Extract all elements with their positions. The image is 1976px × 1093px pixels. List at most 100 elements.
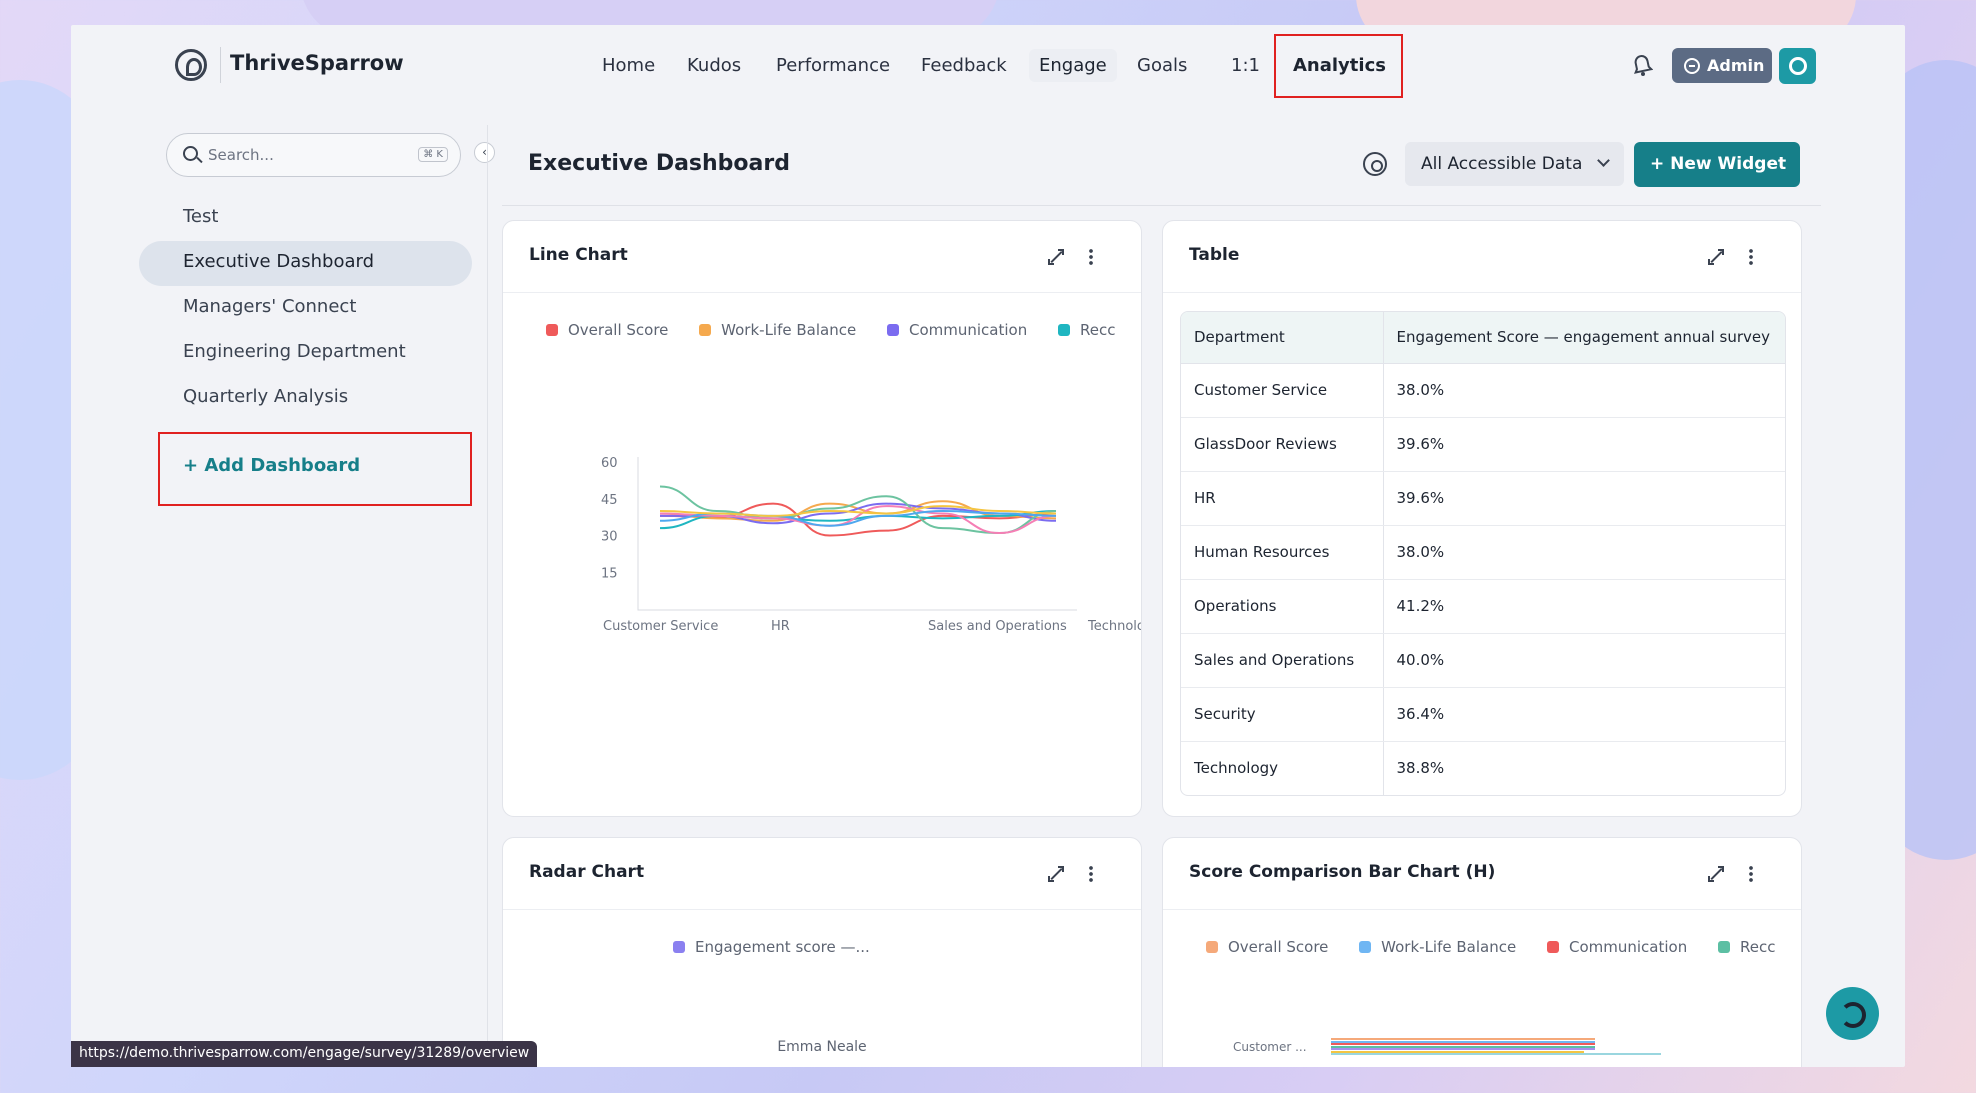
legend-label: Work-Life Balance [1381,938,1517,956]
data-scope-value: All Accessible Data [1421,154,1583,174]
series-line[interactable] [659,485,1057,535]
table-cell: 36.4% [1383,687,1785,742]
legend-item[interactable]: Communication [1546,938,1687,956]
line-chart-card: Line Chart Overall Score Work-Life Balan… [502,220,1142,817]
line-chart-plot: 60 45 30 15 Customer Service HR Sales and Oper… [601,456,1141,634]
expand-icon[interactable] [1048,249,1064,265]
series-line[interactable] [659,500,1057,522]
collapse-sidebar-button[interactable]: ‹ [474,142,495,163]
logo-divider [220,47,221,83]
bar-mark[interactable] [1331,1038,1595,1040]
table-cell: 39.6% [1383,417,1785,472]
new-widget-button[interactable]: + New Widget [1634,142,1800,187]
legend-item[interactable]: Overall Score [1206,938,1328,956]
user-avatar[interactable] [1779,48,1816,84]
x-tick-label: Sales and Operations [928,619,1067,634]
table-cell: 39.6% [1383,471,1785,526]
table-cell: 40.0% [1383,633,1785,688]
table-row: Sales and Operations 40.0% [1181,633,1785,688]
table-row: GlassDoor Reviews 39.6% [1181,417,1785,472]
sidebar-item-executive-dashboard[interactable]: Executive Dashboard [183,251,375,272]
more-options-icon[interactable] [1749,248,1753,266]
search-input[interactable]: Search... ⌘ K [166,133,461,177]
line-chart-legend: Overall Score Work-Life Balance Communic… [546,321,1141,340]
page-title: Executive Dashboard [528,151,790,176]
table-card: Table Department Engagement Score — enga… [1162,220,1802,817]
legend-swatch [1359,941,1372,953]
column-header[interactable]: Department [1181,312,1384,364]
top-nav: ThriveSparrow Home Kudos Performance Fee… [71,25,1905,105]
expand-icon[interactable] [1048,866,1064,882]
admin-button[interactable]: Admin [1672,48,1772,83]
header-divider [502,205,1821,206]
card-header-divider [1163,292,1801,293]
legend-item[interactable]: Engagement score —... [673,938,870,956]
y-tick-label: 30 [601,530,618,545]
bar-mark[interactable] [1331,1045,1595,1048]
sidebar-active-highlight [139,241,472,286]
more-options-icon[interactable] [1749,865,1753,883]
bar-mark[interactable] [1331,1043,1595,1045]
sidebar-item-engineering-department[interactable]: Engineering Department [183,341,406,362]
legend-item[interactable]: Recc [1058,321,1115,339]
nav-one-on-one[interactable]: 1:1 [1231,55,1260,76]
legend-item[interactable]: Recc [1718,938,1775,956]
search-icon [183,146,198,161]
notification-bell-icon[interactable] [1631,51,1653,77]
bar-mark[interactable] [1331,1053,1661,1055]
radar-legend: Engagement score —... [673,938,896,957]
more-options-icon[interactable] [1089,248,1093,266]
nav-performance[interactable]: Performance [776,55,891,76]
nav-analytics[interactable]: Analytics [1293,55,1386,76]
y-tick-label: 15 [601,566,618,581]
nav-engage[interactable]: Engage [1029,49,1117,82]
table-cell: 41.2% [1383,579,1785,634]
column-header[interactable]: Engagement Score — engagement annual sur… [1383,312,1785,364]
legend-item[interactable]: Overall Score [546,321,668,339]
table-cell: 38.0% [1383,525,1785,580]
nav-goals[interactable]: Goals [1137,55,1188,76]
table-row: Human Resources 38.0% [1181,525,1785,580]
sidebar-divider [487,125,488,1067]
bar-category-label: Customer ... [1233,1040,1307,1054]
data-scope-select[interactable]: All Accessible Data [1405,142,1624,186]
sidebar-item-managers-connect[interactable]: Managers' Connect [183,296,357,317]
legend-item[interactable]: Communication [886,321,1027,339]
thrivesparrow-logo-icon[interactable] [175,49,207,81]
bar-chart-legend: Overall Score Work-Life Balance Communic… [1206,938,1801,957]
table-cell: Security [1181,687,1384,742]
bar-mark[interactable] [1331,1050,1584,1053]
legend-item[interactable]: Work-Life Balance [699,321,856,339]
table-row: Customer Service 38.0% [1181,363,1785,418]
nav-home[interactable]: Home [602,55,656,76]
radar-chart-card: Radar Chart Engagement score —... Emma N… [502,837,1142,1067]
sidebar-item-test[interactable]: Test [183,206,219,227]
nav-feedback[interactable]: Feedback [921,55,1007,76]
search-shortcut-badge: ⌘ K [418,147,448,162]
legend-label: Recc [1740,938,1776,956]
add-dashboard-button[interactable]: + Add Dashboard [183,455,361,476]
legend-item[interactable]: Work-Life Balance [1359,938,1516,956]
legend-swatch [673,941,685,953]
table-cell: Sales and Operations [1181,633,1384,688]
analytics-highlight-box [1274,34,1403,98]
sidebar-item-quarterly-analysis[interactable]: Quarterly Analysis [183,386,349,407]
expand-icon[interactable] [1708,866,1724,882]
nav-kudos[interactable]: Kudos [687,55,742,76]
y-tick-label: 60 [601,456,618,471]
admin-label: Admin [1707,56,1765,75]
settings-gear-icon[interactable] [1363,152,1387,176]
legend-swatch [546,324,558,336]
series-line[interactable] [659,505,1057,517]
bar-mark[interactable] [1331,1048,1595,1050]
expand-icon[interactable] [1708,249,1724,265]
brand-name[interactable]: ThriveSparrow [230,51,404,75]
bar-chart-title: Score Comparison Bar Chart (H) [1189,862,1496,882]
more-options-icon[interactable] [1089,865,1093,883]
y-tick-label: 45 [601,493,618,508]
table-cell: HR [1181,471,1384,526]
bar-mark[interactable] [1331,1040,1595,1043]
table-title: Table [1189,245,1240,265]
chat-support-icon[interactable] [1826,987,1879,1040]
legend-swatch [1546,941,1559,953]
